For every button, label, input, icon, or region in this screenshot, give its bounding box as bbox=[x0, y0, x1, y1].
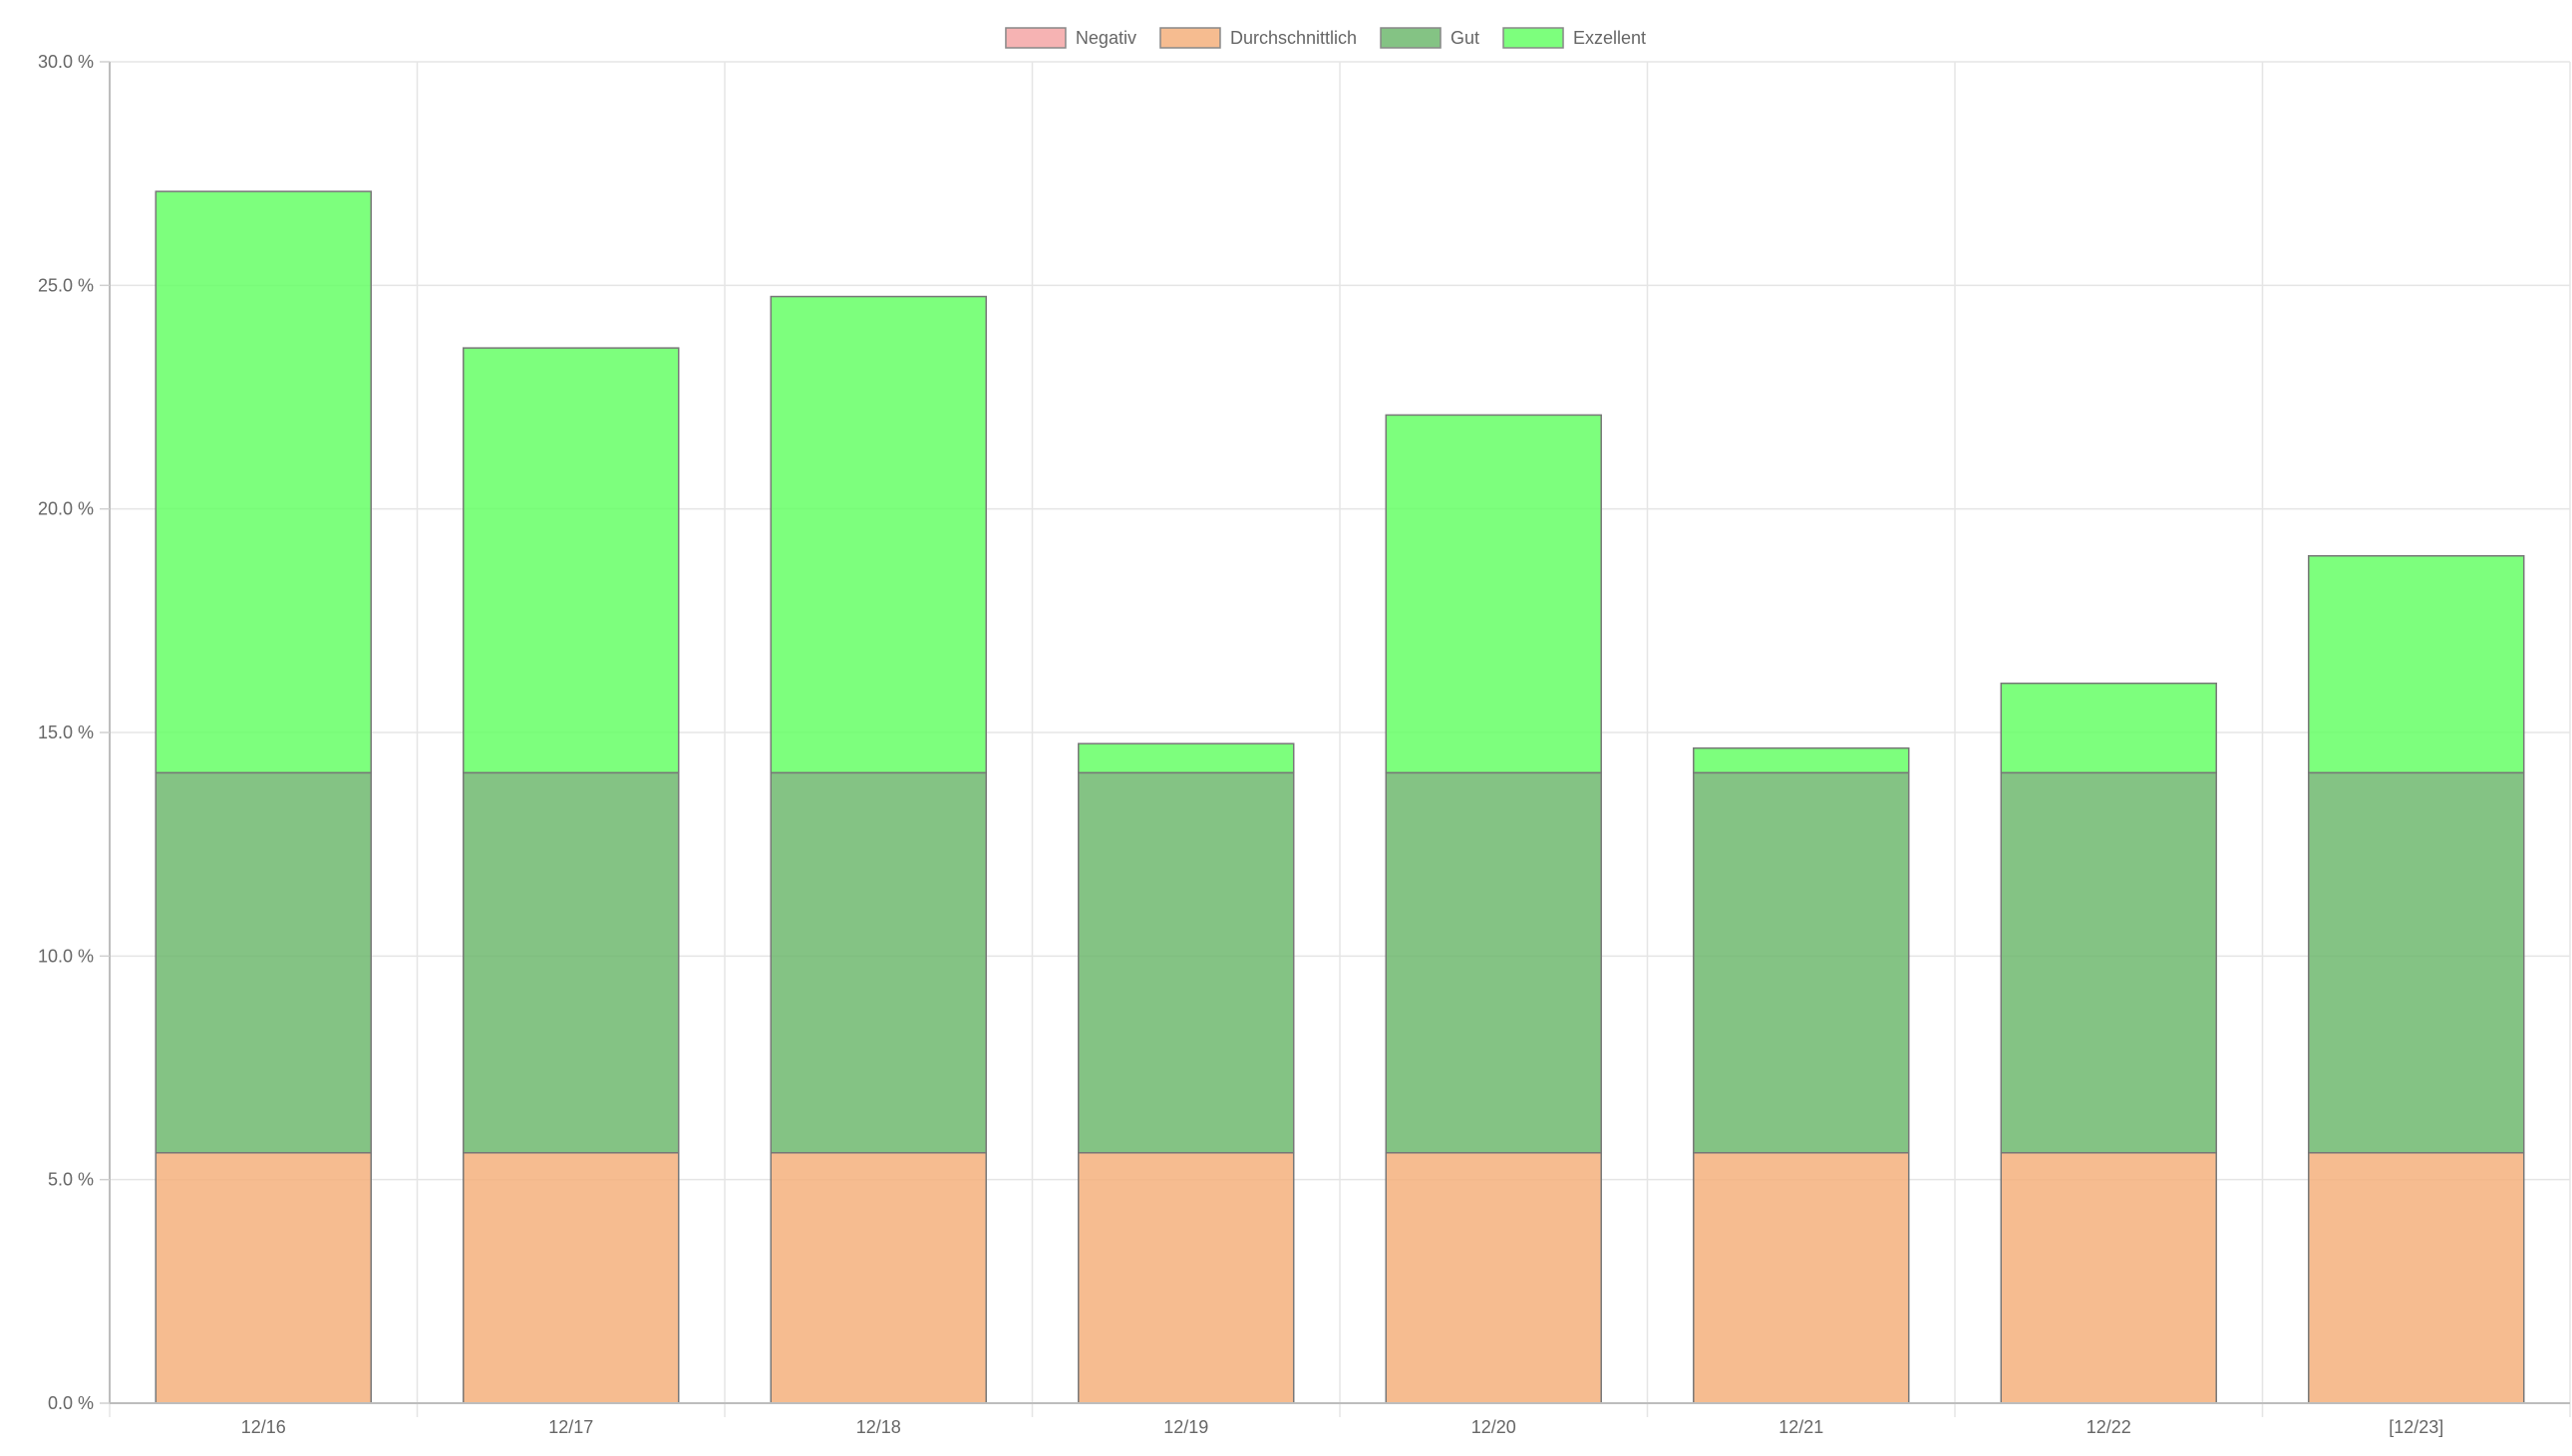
y-tick-label: 25.0 % bbox=[38, 275, 94, 295]
legend-swatch bbox=[1159, 27, 1221, 49]
bar-durchschnittlich-0[interactable] bbox=[155, 1151, 372, 1404]
bar-exzellent-4[interactable] bbox=[1385, 414, 1602, 774]
bar-gut-6[interactable] bbox=[2000, 771, 2217, 1154]
legend-item-gut[interactable]: Gut bbox=[1380, 27, 1479, 49]
bar-exzellent-1[interactable] bbox=[463, 347, 680, 774]
legend-swatch bbox=[1380, 27, 1442, 49]
legend-item-exzellent[interactable]: Exzellent bbox=[1502, 27, 1646, 49]
legend-item-durchschnittlich[interactable]: Durchschnittlich bbox=[1159, 27, 1357, 49]
legend-label: Exzellent bbox=[1573, 28, 1646, 48]
x-tick-label: 12/22 bbox=[2087, 1417, 2131, 1437]
x-tick-label: 12/18 bbox=[856, 1417, 901, 1437]
bar-marks bbox=[155, 190, 2525, 1404]
bar-gut-1[interactable] bbox=[463, 771, 680, 1154]
bar-durchschnittlich-4[interactable] bbox=[1385, 1151, 1602, 1404]
bar-durchschnittlich-6[interactable] bbox=[2000, 1151, 2217, 1404]
bar-gut-0[interactable] bbox=[155, 771, 372, 1154]
legend-swatch bbox=[1502, 27, 1564, 49]
bar-exzellent-7[interactable] bbox=[2308, 555, 2525, 774]
y-tick-label: 0.0 % bbox=[48, 1393, 94, 1413]
legend-item-negativ[interactable]: Negativ bbox=[1005, 27, 1136, 49]
y-tick-label: 5.0 % bbox=[48, 1170, 94, 1190]
y-tick-label: 15.0 % bbox=[38, 723, 94, 742]
bar-gut-4[interactable] bbox=[1385, 771, 1602, 1154]
bar-exzellent-3[interactable] bbox=[1078, 742, 1295, 774]
legend-swatch bbox=[1005, 27, 1067, 49]
x-tick-label: 12/17 bbox=[548, 1417, 593, 1437]
bar-durchschnittlich-5[interactable] bbox=[1693, 1151, 1910, 1404]
bar-gut-7[interactable] bbox=[2308, 771, 2525, 1154]
bar-gut-3[interactable] bbox=[1078, 771, 1295, 1154]
bar-durchschnittlich-3[interactable] bbox=[1078, 1151, 1295, 1404]
y-axis-ticks: 0.0 % 5.0 % 10.0 % 15.0 % 20.0 % 25.0 % 30.0 % bbox=[38, 52, 110, 1413]
bar-gut-2[interactable] bbox=[770, 771, 987, 1154]
x-tick-label: [12/23] bbox=[2389, 1417, 2443, 1437]
x-tick-label: 12/20 bbox=[1471, 1417, 1516, 1437]
bar-exzellent-5[interactable] bbox=[1693, 746, 1910, 774]
bar-durchschnittlich-2[interactable] bbox=[770, 1151, 987, 1404]
x-tick-label: 12/21 bbox=[1778, 1417, 1823, 1437]
y-tick-label: 20.0 % bbox=[38, 499, 94, 519]
x-tick-label: 12/19 bbox=[1163, 1417, 1208, 1437]
bar-durchschnittlich-7[interactable] bbox=[2308, 1151, 2525, 1404]
x-axis-ticks: 12/16 12/17 12/18 12/19 12/20 12/21 12/22 [12/2… bbox=[241, 1417, 2444, 1437]
grid-lines bbox=[109, 61, 2571, 1417]
y-tick-label: 30.0 % bbox=[38, 52, 94, 72]
legend-label: Gut bbox=[1450, 28, 1479, 48]
y-tick-label: 10.0 % bbox=[38, 946, 94, 966]
x-tick-label: 12/16 bbox=[241, 1417, 286, 1437]
bar-exzellent-2[interactable] bbox=[770, 295, 987, 774]
bar-exzellent-6[interactable] bbox=[2000, 682, 2217, 774]
legend-label: Negativ bbox=[1076, 28, 1136, 48]
legend: Negativ Durchschnittlich Gut Exzellent bbox=[1005, 27, 1646, 49]
bar-gut-5[interactable] bbox=[1693, 771, 1910, 1154]
bar-durchschnittlich-1[interactable] bbox=[463, 1151, 680, 1404]
legend-label: Durchschnittlich bbox=[1230, 28, 1357, 48]
bar-exzellent-0[interactable] bbox=[155, 190, 372, 774]
